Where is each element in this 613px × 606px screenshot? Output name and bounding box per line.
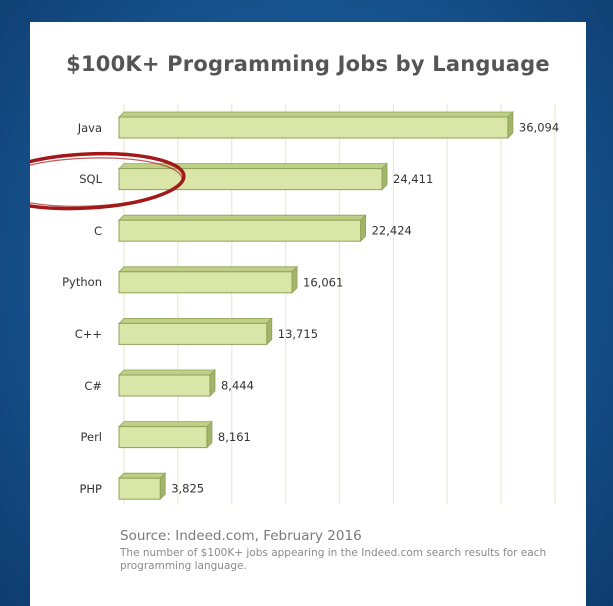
bar-top-face — [118, 317, 273, 324]
bar-sql — [118, 168, 383, 191]
category-label: Java — [77, 120, 102, 135]
category-label: PHP — [79, 481, 102, 496]
bar-side-face — [209, 369, 216, 397]
source-text: Source: Indeed.com, February 2016 — [120, 528, 362, 544]
bar-c- — [118, 322, 268, 345]
bar-side-face — [360, 214, 367, 243]
bar-chart: 36,094 24,411 22,424 16,061 13,715 8,444 8,161… — [30, 104, 559, 505]
category-label: Perl — [80, 430, 102, 445]
bar-python — [118, 271, 293, 294]
bar-top-face — [118, 214, 367, 221]
bar-top-face — [118, 472, 167, 479]
chart-card: $100K+ Programming Jobs by Language 36,0… — [30, 22, 586, 606]
chart-footer: Source: Indeed.com, February 2016 The nu… — [120, 528, 560, 573]
bar-top-face — [118, 111, 514, 118]
value-label: 3,825 — [171, 482, 204, 496]
bar-side-face — [266, 317, 273, 346]
highlight-ring — [30, 151, 186, 211]
bar-perl — [118, 426, 208, 449]
value-label: 16,061 — [303, 275, 343, 289]
category-label: Python — [62, 275, 102, 290]
bar-side-face — [206, 420, 213, 449]
bar-c — [118, 219, 362, 242]
category-label: C# — [84, 378, 102, 393]
value-label: 13,715 — [278, 327, 318, 341]
category-label: SQL — [79, 172, 102, 187]
bar-c- — [118, 374, 211, 397]
value-label: 22,424 — [372, 224, 412, 238]
value-label: 24,411 — [393, 172, 433, 186]
category-label: C++ — [74, 326, 102, 341]
value-label: 8,444 — [221, 379, 254, 393]
chart-title: $100K+ Programming Jobs by Language — [66, 52, 550, 76]
value-label: 8,161 — [218, 430, 251, 444]
note-text: The number of $100K+ jobs appearing in t… — [120, 547, 547, 572]
bar-top-face — [118, 369, 216, 376]
bar-side-face — [291, 265, 298, 294]
bar-php — [118, 477, 161, 500]
bar-top-face — [118, 266, 299, 273]
highlight-ring-inner — [30, 157, 183, 207]
bar-side-face — [159, 472, 166, 501]
category-label: C — [93, 223, 102, 238]
value-label: 36,094 — [519, 121, 559, 135]
bar-side-face — [507, 111, 514, 139]
bar-side-face — [381, 162, 388, 191]
bar-top-face — [118, 421, 213, 428]
bar-java — [118, 116, 509, 139]
